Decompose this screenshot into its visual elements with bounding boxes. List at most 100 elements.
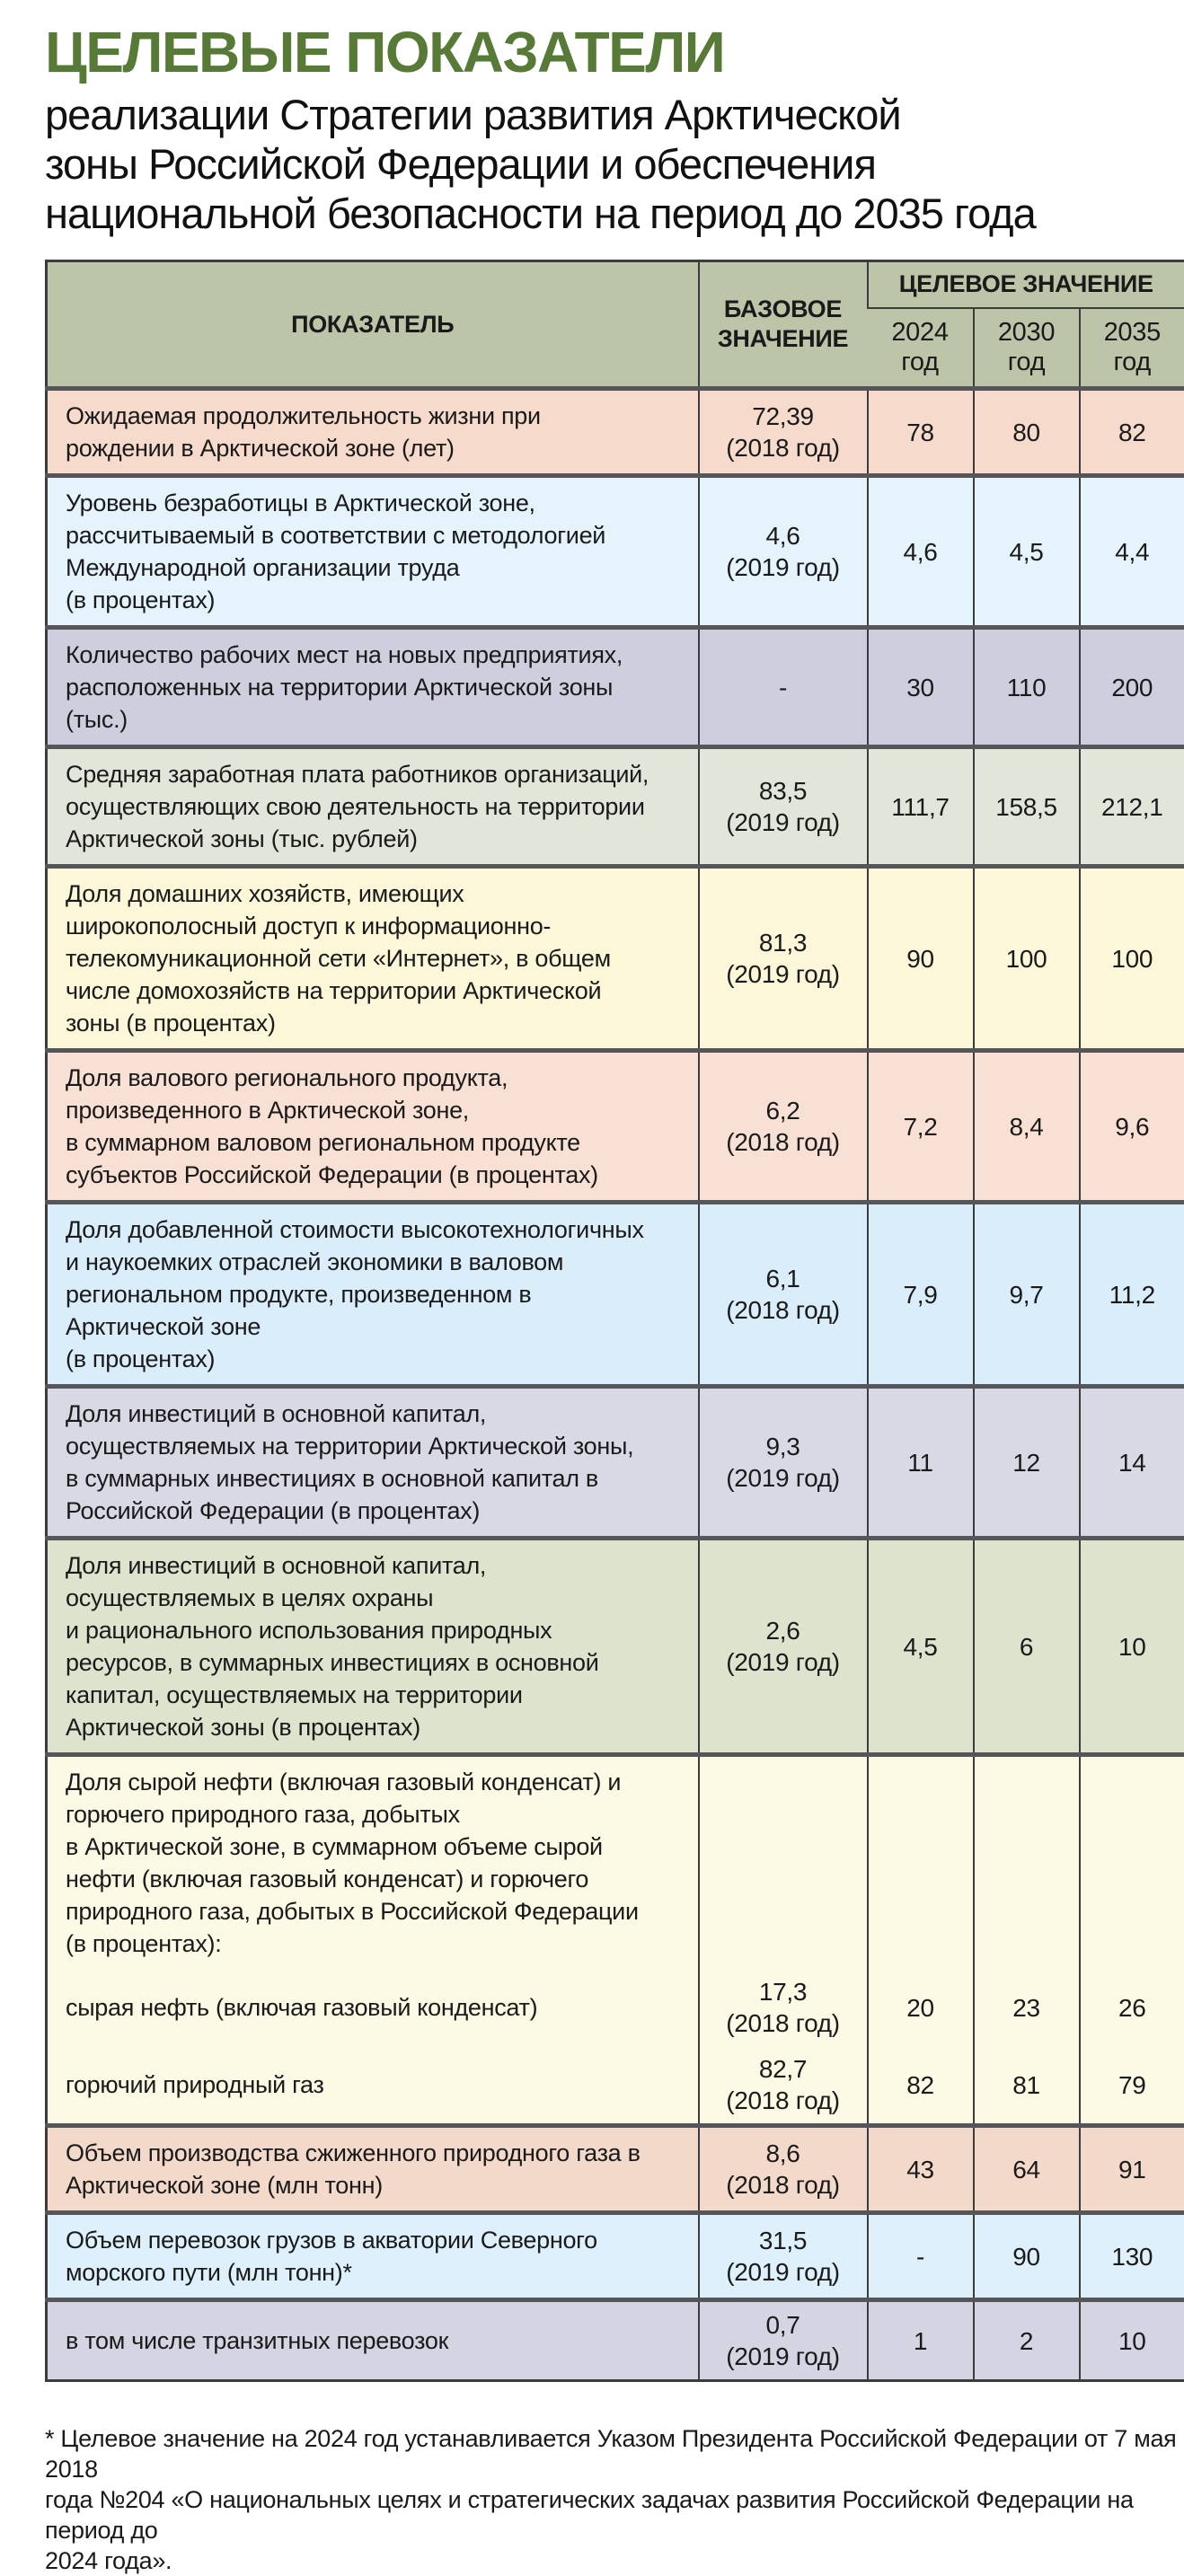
base-value-cell: 82,7 (2018 год) (699, 2046, 868, 2126)
header-base-value: БАЗОВОЕ ЗНАЧЕНИЕ (699, 261, 868, 389)
base-value-cell: 4,6 (2019 год) (699, 476, 868, 628)
table-row: Доля инвестиций в основной капитал, осущ… (47, 1539, 1184, 1755)
base-value-cell: 2,6 (2019 год) (699, 1539, 868, 1755)
table-row: Уровень безработицы в Арктической зоне, … (47, 476, 1184, 628)
target-2030-cell: 4,5 (974, 476, 1080, 628)
header-year-2024: 2024 год (868, 308, 974, 389)
target-2024-cell: 20 (868, 1969, 974, 2046)
target-2024-cell: 82 (868, 2046, 974, 2126)
target-2035-cell (1080, 1755, 1184, 1970)
page-title: ЦЕЛЕВЫЕ ПОКАЗАТЕЛИ (45, 22, 1184, 83)
header-target-value-group: ЦЕЛЕВОЕ ЗНАЧЕНИЕ (868, 261, 1184, 308)
target-2030-cell (974, 1755, 1080, 1970)
target-2030-cell: 23 (974, 1969, 1080, 2046)
indicator-cell: сырая нефть (включая газовый конденсат) (47, 1969, 699, 2046)
table-row: Средняя заработная плата работников орга… (47, 747, 1184, 867)
target-2030-cell: 64 (974, 2126, 1080, 2213)
indicator-cell: в том числе транзитных перевозок (47, 2300, 699, 2381)
target-2024-cell: 4,6 (868, 476, 974, 628)
target-2024-cell: 7,2 (868, 1051, 974, 1203)
base-value-cell: 8,6 (2018 год) (699, 2126, 868, 2213)
target-2030-cell: 110 (974, 628, 1080, 747)
target-2035-cell: 91 (1080, 2126, 1184, 2213)
table-header: ПОКАЗАТЕЛЬ БАЗОВОЕ ЗНАЧЕНИЕ ЦЕЛЕВОЕ ЗНАЧ… (47, 261, 1184, 389)
table-row: Доля сырой нефти (включая газовый конден… (47, 1755, 1184, 1970)
base-value-cell: 31,5 (2019 год) (699, 2213, 868, 2300)
table-row: Ожидаемая продолжительность жизни при ро… (47, 389, 1184, 476)
base-value-cell: 0,7 (2019 год) (699, 2300, 868, 2381)
target-2035-cell: 4,4 (1080, 476, 1184, 628)
indicator-cell: Ожидаемая продолжительность жизни при ро… (47, 389, 699, 476)
target-2030-cell: 158,5 (974, 747, 1080, 867)
target-2024-cell: 7,9 (868, 1203, 974, 1387)
base-value-cell: 72,39 (2018 год) (699, 389, 868, 476)
target-2030-cell: 2 (974, 2300, 1080, 2381)
target-2035-cell: 9,6 (1080, 1051, 1184, 1203)
target-2035-cell: 200 (1080, 628, 1184, 747)
indicator-cell: Объем перевозок грузов в акватории Север… (47, 2213, 699, 2300)
table-body: Ожидаемая продолжительность жизни при ро… (47, 389, 1184, 2381)
table-row: Объем производства сжиженного природного… (47, 2126, 1184, 2213)
indicator-cell: Уровень безработицы в Арктической зоне, … (47, 476, 699, 628)
base-value-cell: 6,2 (2018 год) (699, 1051, 868, 1203)
target-2030-cell: 6 (974, 1539, 1080, 1755)
target-2024-cell: 11 (868, 1387, 974, 1539)
indicator-cell: Средняя заработная плата работников орга… (47, 747, 699, 867)
target-2030-cell: 12 (974, 1387, 1080, 1539)
indicator-cell: Доля добавленной стоимости высокотехноло… (47, 1203, 699, 1387)
target-2030-cell: 9,7 (974, 1203, 1080, 1387)
header-year-2035: 2035 год (1080, 308, 1184, 389)
page-subtitle: реализации Стратегии развития Арктическо… (45, 90, 1184, 238)
indicator-cell: Доля валового регионального продукта, пр… (47, 1051, 699, 1203)
target-2024-cell: 1 (868, 2300, 974, 2381)
target-2024-cell (868, 1755, 974, 1970)
indicator-cell: горючий природный газ (47, 2046, 699, 2126)
table-row: сырая нефть (включая газовый конденсат)1… (47, 1969, 1184, 2046)
indicator-cell: Доля инвестиций в основной капитал, осущ… (47, 1539, 699, 1755)
base-value-cell: 81,3 (2019 год) (699, 867, 868, 1051)
target-2024-cell: 30 (868, 628, 974, 747)
indicator-cell: Объем производства сжиженного природного… (47, 2126, 699, 2213)
target-2035-cell: 11,2 (1080, 1203, 1184, 1387)
indicator-cell: Доля инвестиций в основной капитал, осущ… (47, 1387, 699, 1539)
target-2024-cell: 90 (868, 867, 974, 1051)
table-row: Количество рабочих мест на новых предпри… (47, 628, 1184, 747)
target-2030-cell: 80 (974, 389, 1080, 476)
table-row: Доля домашних хозяйств, имеющих широкопо… (47, 867, 1184, 1051)
header-indicator: ПОКАЗАТЕЛЬ (47, 261, 699, 389)
target-2030-cell: 8,4 (974, 1051, 1080, 1203)
indicator-cell: Доля домашних хозяйств, имеющих широкопо… (47, 867, 699, 1051)
base-value-cell: 9,3 (2019 год) (699, 1387, 868, 1539)
target-2024-cell: 111,7 (868, 747, 974, 867)
target-2024-cell: - (868, 2213, 974, 2300)
base-value-cell: 17,3 (2018 год) (699, 1969, 868, 2046)
target-2024-cell: 78 (868, 389, 974, 476)
target-2024-cell: 4,5 (868, 1539, 974, 1755)
target-2035-cell: 212,1 (1080, 747, 1184, 867)
base-value-cell (699, 1755, 868, 1970)
target-2035-cell: 100 (1080, 867, 1184, 1051)
indicators-table: ПОКАЗАТЕЛЬ БАЗОВОЕ ЗНАЧЕНИЕ ЦЕЛЕВОЕ ЗНАЧ… (45, 260, 1184, 2382)
table-row: Доля валового регионального продукта, пр… (47, 1051, 1184, 1203)
target-2035-cell: 79 (1080, 2046, 1184, 2126)
target-2030-cell: 90 (974, 2213, 1080, 2300)
target-2030-cell: 81 (974, 2046, 1080, 2126)
table-row: Объем перевозок грузов в акватории Север… (47, 2213, 1184, 2300)
table-row: Доля добавленной стоимости высокотехноло… (47, 1203, 1184, 1387)
base-value-cell: 83,5 (2019 год) (699, 747, 868, 867)
base-value-cell: - (699, 628, 868, 747)
target-2035-cell: 130 (1080, 2213, 1184, 2300)
header-year-2030: 2030 год (974, 308, 1080, 389)
target-2035-cell: 82 (1080, 389, 1184, 476)
target-2035-cell: 14 (1080, 1387, 1184, 1539)
footnote: * Целевое значение на 2024 год устанавли… (45, 2423, 1179, 2576)
target-2030-cell: 100 (974, 867, 1080, 1051)
target-2035-cell: 10 (1080, 1539, 1184, 1755)
table-row: Доля инвестиций в основной капитал, осущ… (47, 1387, 1184, 1539)
base-value-cell: 6,1 (2018 год) (699, 1203, 868, 1387)
target-2035-cell: 26 (1080, 1969, 1184, 2046)
target-2024-cell: 43 (868, 2126, 974, 2213)
indicator-cell: Доля сырой нефти (включая газовый конден… (47, 1755, 699, 1970)
